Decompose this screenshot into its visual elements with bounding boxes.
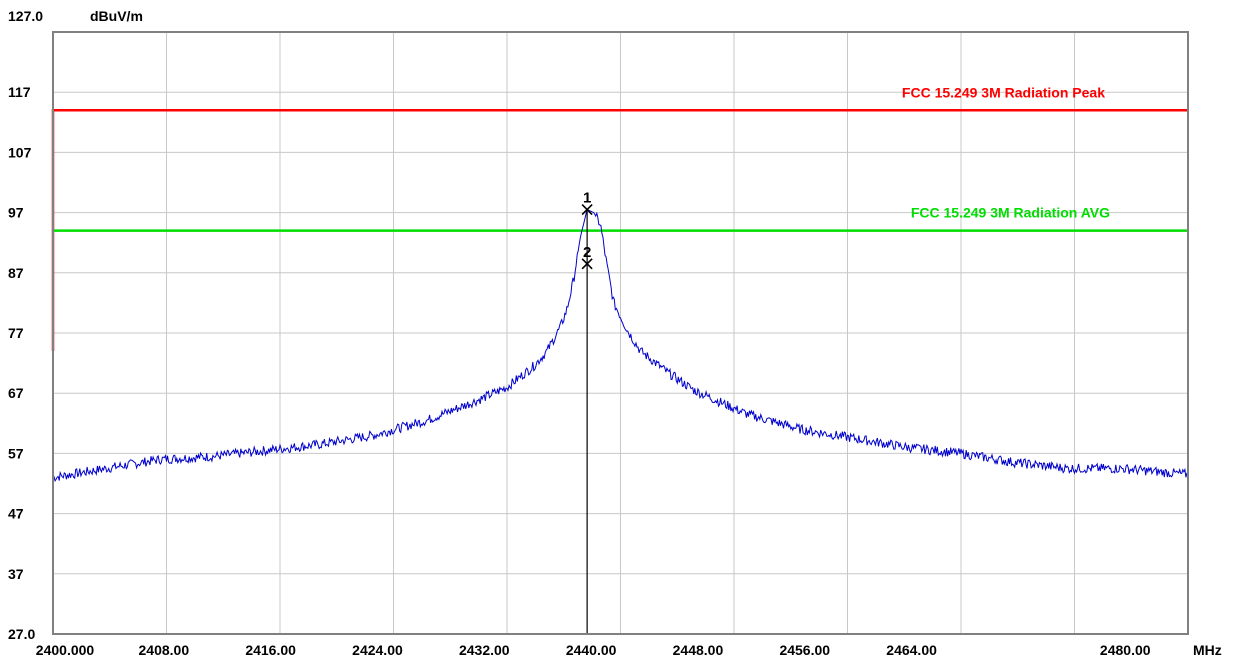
y-tick-label-9: 27.0	[8, 626, 35, 642]
x-tick-label-7: 2456.00	[779, 642, 830, 658]
grid	[52, 32, 1189, 635]
y-tick-labels: 117 107 97 87 77 67 57 47 37 27.0	[8, 84, 35, 642]
y-axis-unit: dBuV/m	[90, 8, 143, 24]
y-axis-top-value: 127.0	[8, 8, 43, 24]
y-tick-label-3: 87	[8, 265, 24, 281]
y-tick-label-1: 107	[8, 144, 32, 160]
y-tick-label-0: 117	[8, 84, 31, 100]
series-group	[52, 209, 1189, 482]
x-tick-label-0: 2400.000	[36, 642, 95, 658]
y-tick-label-7: 47	[8, 506, 24, 522]
x-tick-label-3: 2424.00	[352, 642, 403, 658]
x-tick-label-4: 2432.00	[459, 642, 510, 658]
marker-label-2: 2	[583, 244, 591, 261]
x-tick-label-6: 2448.00	[673, 642, 724, 658]
y-tick-label-2: 97	[8, 205, 24, 221]
x-tick-labels: 2400.000 2408.00 2416.00 2424.00 2432.00 2440…	[36, 642, 1151, 658]
markers: 12	[581, 190, 593, 634]
series-line-0	[52, 209, 1189, 482]
y-tick-label-4: 77	[8, 325, 24, 341]
limit-label-0: FCC 15.249 3M Radiation Peak	[902, 84, 1105, 100]
y-tick-label-8: 37	[8, 566, 24, 582]
marker-cross-2	[581, 258, 593, 270]
x-tick-label-9: 2480.00	[1100, 642, 1151, 658]
x-tick-label-2: 2416.00	[245, 642, 296, 658]
y-tick-label-6: 57	[8, 445, 24, 461]
limit-label-1: FCC 15.249 3M Radiation AVG	[911, 205, 1110, 221]
y-tick-label-5: 67	[8, 385, 24, 401]
x-tick-label-5: 2440.00	[566, 642, 617, 658]
x-tick-label-1: 2408.00	[139, 642, 190, 658]
marker-cross-1	[581, 204, 593, 216]
plot-frame	[52, 31, 1189, 635]
marker-label-1: 1	[583, 190, 591, 207]
x-axis-unit: MHz	[1193, 642, 1222, 658]
x-tick-label-8: 2464.00	[886, 642, 937, 658]
